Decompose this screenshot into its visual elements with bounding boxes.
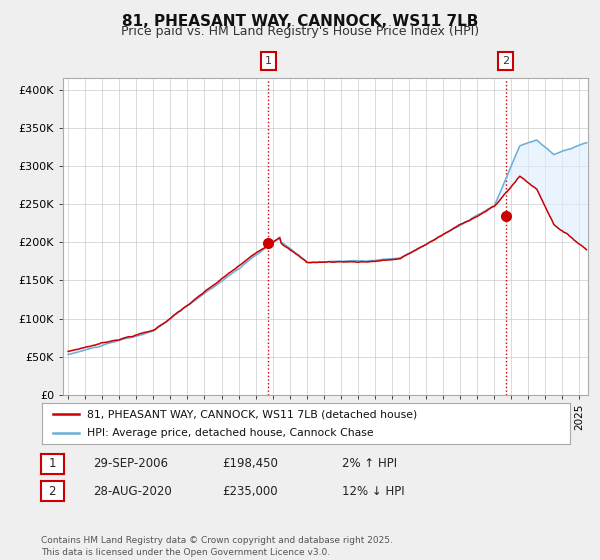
Text: 1: 1 [265, 56, 272, 66]
Text: 12% ↓ HPI: 12% ↓ HPI [342, 484, 404, 498]
Text: HPI: Average price, detached house, Cannock Chase: HPI: Average price, detached house, Cann… [87, 428, 374, 437]
Text: 2: 2 [49, 484, 56, 498]
Text: 2% ↑ HPI: 2% ↑ HPI [342, 457, 397, 470]
Text: 29-SEP-2006: 29-SEP-2006 [93, 457, 168, 470]
Text: £198,450: £198,450 [222, 457, 278, 470]
Text: 1: 1 [49, 457, 56, 470]
Text: £235,000: £235,000 [222, 484, 278, 498]
Text: Contains HM Land Registry data © Crown copyright and database right 2025.
This d: Contains HM Land Registry data © Crown c… [41, 536, 392, 557]
Text: 81, PHEASANT WAY, CANNOCK, WS11 7LB: 81, PHEASANT WAY, CANNOCK, WS11 7LB [122, 14, 478, 29]
Text: 81, PHEASANT WAY, CANNOCK, WS11 7LB (detached house): 81, PHEASANT WAY, CANNOCK, WS11 7LB (det… [87, 409, 417, 419]
Text: 28-AUG-2020: 28-AUG-2020 [93, 484, 172, 498]
Text: 2: 2 [502, 56, 509, 66]
Text: Price paid vs. HM Land Registry's House Price Index (HPI): Price paid vs. HM Land Registry's House … [121, 25, 479, 38]
